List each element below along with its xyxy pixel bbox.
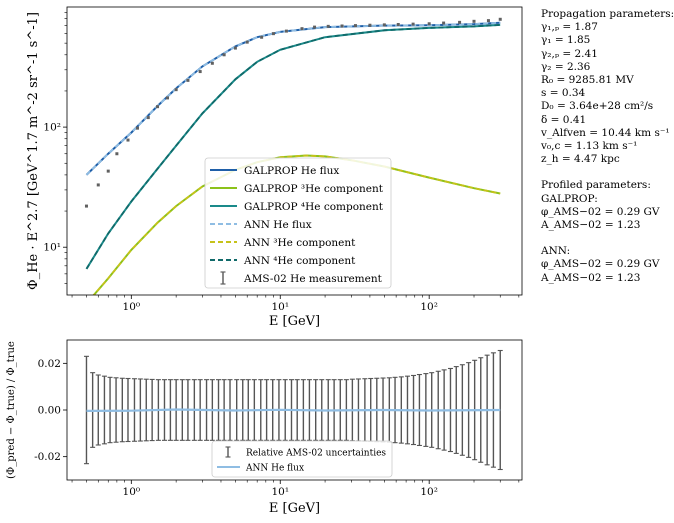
ams02-data-point — [411, 22, 415, 26]
ams02-data-point — [442, 21, 446, 25]
profiled-param: A_AMS−02 = 1.23 — [541, 271, 641, 284]
profiled-title: Profiled parameters: — [541, 179, 651, 192]
flux-plot-frame — [66, 6, 523, 296]
legend-label: ANN He flux — [243, 219, 312, 231]
propagation-param: γ₂ = 2.36 — [541, 60, 591, 73]
ams02-data-point — [174, 88, 178, 92]
x-tick-label: 10¹ — [271, 301, 289, 313]
flux-panel: 10⁰ 10¹ 10² 10¹ 10² E [GeV] Φ_He · E^2.7 [Ge… — [26, 6, 523, 329]
ams02-data-point — [382, 23, 386, 27]
x-tick-label: 10¹ — [271, 486, 289, 498]
propagation-param: v₀,c = 1.13 km s⁻¹ — [541, 140, 638, 153]
ams02-data-point — [245, 40, 249, 44]
series-line — [85, 23, 501, 270]
ams02-data-point — [198, 70, 202, 74]
legend-label: Relative AMS-02 uncertainties — [246, 449, 386, 459]
clipped-series — [84, 17, 502, 295]
propagation-param: z_h = 4.47 kpc — [541, 153, 620, 166]
profiled-galprop-label: GALPROP: — [541, 192, 598, 205]
ams02-data-point — [498, 17, 502, 21]
profiled-param: φ_AMS−02 = 0.29 GV — [541, 205, 660, 218]
y-tick-label: 10¹ — [43, 242, 61, 254]
flux-x-axis-label: E [GeV] — [269, 314, 320, 329]
ams02-data-point — [115, 152, 119, 156]
ams02-data-point — [486, 19, 490, 23]
legend-box — [204, 157, 392, 289]
profiled-ann-label: ANN: — [541, 245, 571, 258]
ams02-data-point — [146, 116, 150, 120]
ann-residual-line — [86, 408, 501, 412]
series-line — [92, 154, 501, 295]
ams02-data-point — [353, 24, 357, 28]
flux-series-layer — [84, 17, 502, 295]
residual-y-axis-label: (Φ_pred − Φ_true) / Φ_true — [6, 341, 17, 479]
ams02-data-point — [166, 96, 170, 100]
legend-label: AMS-02 He measurement — [243, 273, 383, 285]
residual-x-axis-label: E [GeV] — [269, 501, 320, 516]
x-tick-label: 10² — [420, 486, 438, 498]
legend-label: ANN He flux — [245, 464, 304, 474]
legend-label: GALPROP He flux — [244, 165, 339, 177]
ams02-data-point — [84, 204, 88, 208]
y-tick-label: 10² — [43, 122, 61, 134]
x-tick-label: 10⁰ — [123, 486, 141, 498]
ams02-data-point — [135, 126, 139, 130]
residual-series-layer — [83, 349, 503, 471]
legend-label: ANN ⁴He component — [243, 255, 356, 267]
x-tick-label: 10² — [420, 301, 438, 313]
ams02-data-point — [284, 29, 288, 33]
ams02-data-point — [340, 24, 344, 28]
ams02-data-point — [210, 61, 214, 65]
legend-label: GALPROP ³He component — [244, 183, 384, 195]
residual-panel: 10⁰ 10¹ 10² 0.02 0.00 -0.02 E [GeV] (Φ_pred −… — [6, 339, 523, 516]
residual-axis-ticks: 10⁰ 10¹ 10² 0.02 0.00 -0.02 — [34, 358, 520, 498]
legend-label: ANN ³He component — [243, 237, 356, 249]
parameter-panel: Propagation parameters: γ₁,ₚ = 1.87 γ₁ =… — [541, 8, 674, 285]
x-tick-label: 10⁰ — [123, 301, 141, 313]
legend-label: GALPROP ⁴He component — [244, 201, 384, 213]
ams02-data-point — [186, 78, 190, 82]
ams02-data-point — [313, 25, 317, 29]
profiled-param: A_AMS−02 = 1.23 — [541, 219, 641, 232]
ams02-data-point — [106, 169, 110, 173]
propagation-param: s = 0.34 — [541, 87, 586, 100]
ams02-data-point — [233, 46, 237, 50]
propagation-param: δ = 0.41 — [541, 113, 587, 126]
profiled-param: φ_AMS−02 = 0.29 GV — [541, 258, 660, 271]
ams02-data-point — [271, 32, 275, 36]
propagation-title: Propagation parameters: — [541, 8, 674, 20]
y-tick-label: 0.02 — [38, 358, 61, 370]
propagation-param: γ₁ = 1.85 — [541, 34, 591, 47]
ams02-data-point — [300, 27, 304, 31]
y-tick-label: -0.02 — [34, 451, 61, 463]
propagation-param: D₀ = 3.64e+28 cm²/s — [541, 100, 654, 113]
y-tick-label: 0.00 — [38, 405, 61, 417]
ams02-data-point — [427, 22, 431, 26]
propagation-param: γ₂,ₚ = 2.41 — [541, 47, 598, 60]
ams02-data-point — [368, 23, 372, 27]
propagation-param: v_Alfven = 10.44 km s⁻¹ — [541, 126, 670, 139]
propagation-param: R₀ = 9285.81 MV — [541, 74, 634, 87]
ams02-data-point — [472, 19, 476, 23]
residual-legend: Relative AMS-02 uncertainties ANN He flux — [211, 440, 393, 478]
legend-box — [211, 440, 393, 478]
ams02-data-point — [96, 183, 100, 187]
flux-legend: GALPROP He flux GALPROP ³He component GALP… — [204, 157, 392, 289]
ams02-data-point — [396, 22, 400, 26]
ams02-data-point — [458, 20, 462, 24]
ams02-data-point — [126, 138, 130, 142]
flux-y-axis-label: Φ_He · E^2.7 [GeV^1.7 m^-2 sr^-1 s^-1] — [26, 12, 41, 290]
ams02-data-point — [222, 53, 226, 57]
ams02-data-point — [260, 35, 264, 39]
ams02-data-point — [156, 105, 160, 109]
flux-axis-ticks: 10⁰ 10¹ 10² 10¹ 10² — [43, 12, 520, 313]
ams02-data-point — [326, 24, 330, 28]
propagation-param: γ₁,ₚ = 1.87 — [541, 21, 598, 34]
